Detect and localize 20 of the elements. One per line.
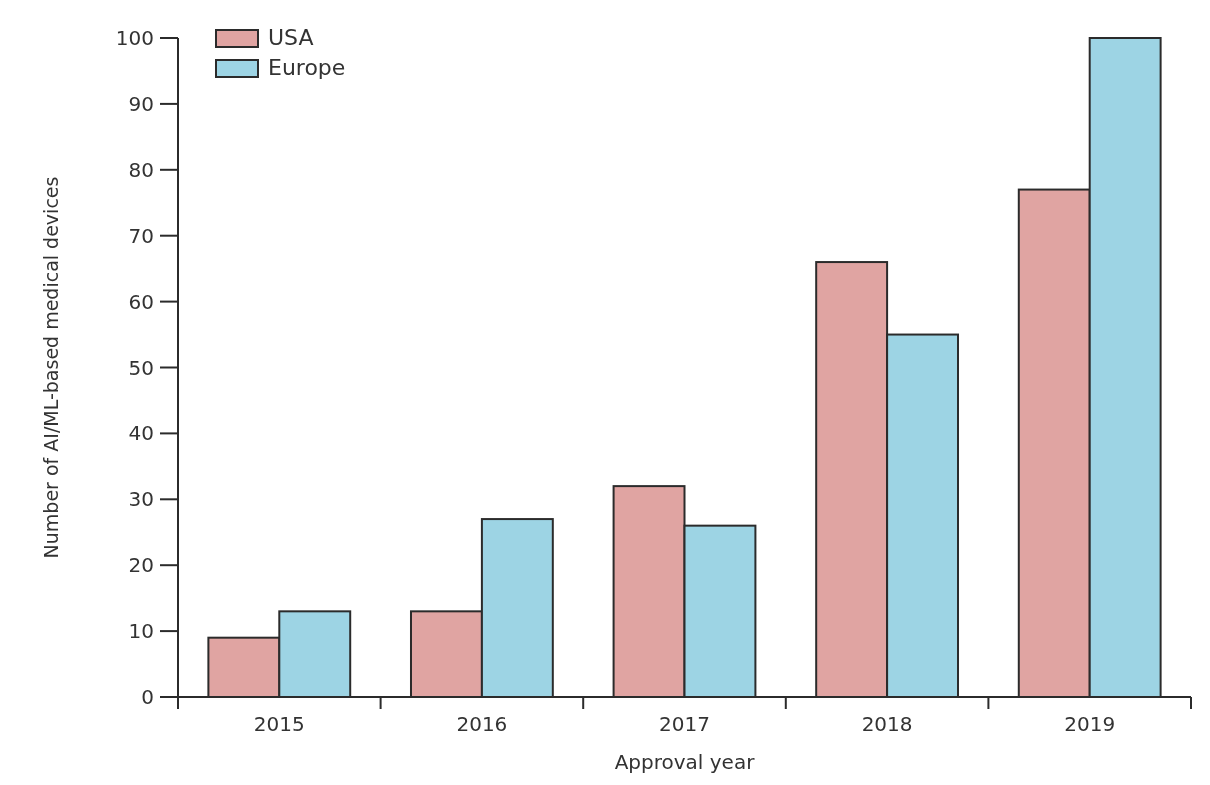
x-tick-label: 2018 [861, 712, 913, 736]
x-axis-title: Approval year [614, 750, 756, 774]
y-tick-label: 20 [128, 553, 154, 578]
y-tick-label: 80 [128, 157, 154, 182]
y-axis-title: Number of AI/ML-based medical devices [40, 176, 62, 559]
y-tick-label: 90 [128, 91, 154, 116]
y-tick-label: 70 [128, 223, 154, 248]
y-tick-label: 50 [128, 355, 154, 380]
legend-label: USA [268, 25, 314, 50]
x-tick-label: 2016 [456, 712, 508, 736]
x-tick-label: 2017 [659, 712, 710, 736]
y-tick-label: 10 [128, 619, 154, 644]
x-tick-label: 2015 [253, 712, 305, 736]
y-tick-label: 40 [128, 421, 154, 446]
y-tick-label: 100 [115, 26, 154, 50]
y-tick-label: 0 [141, 685, 154, 709]
y-tick-label: 60 [128, 289, 154, 314]
y-tick-label: 30 [128, 487, 154, 512]
legend-label: Europe [268, 55, 346, 80]
x-tick-label: 2019 [1064, 712, 1116, 736]
